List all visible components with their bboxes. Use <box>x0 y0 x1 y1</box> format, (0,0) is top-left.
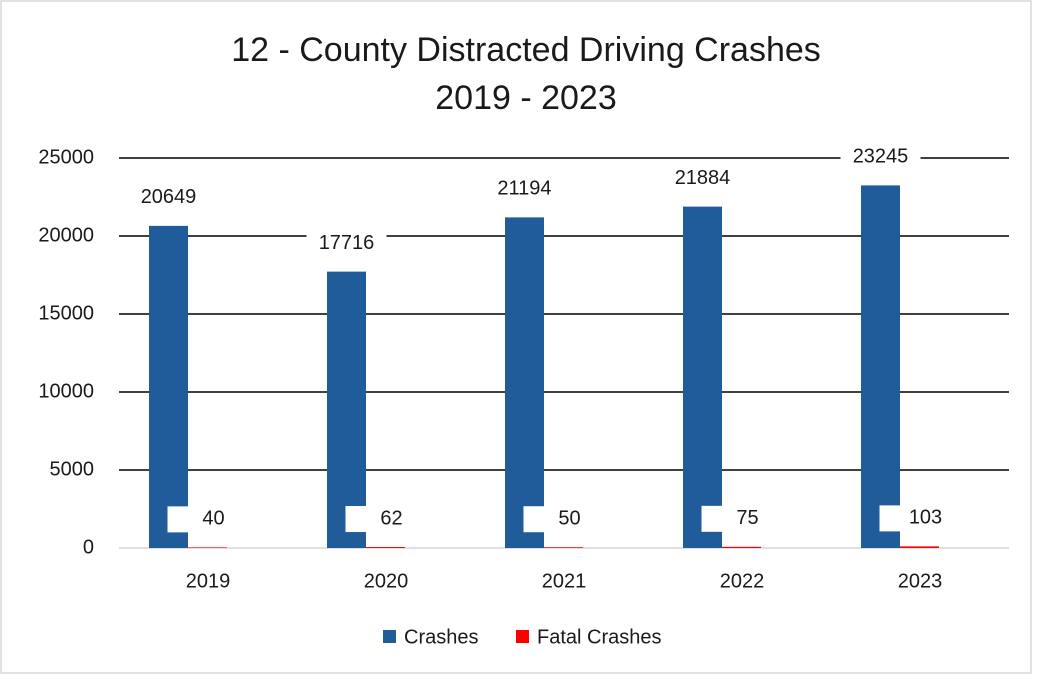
bar <box>366 547 405 548</box>
bar <box>149 225 188 548</box>
bar <box>505 217 544 548</box>
y-tick-label: 25000 <box>38 146 94 168</box>
data-label-bg <box>879 505 960 532</box>
data-label: 23245 <box>853 146 909 168</box>
chart-subtitle: 2019 - 2023 <box>435 79 617 117</box>
data-label: 75 <box>736 507 758 529</box>
legend-label: Crashes <box>404 626 478 648</box>
data-label: 62 <box>380 507 402 529</box>
data-label-bg <box>662 165 743 192</box>
data-label-bg <box>167 506 248 533</box>
bar <box>327 271 366 548</box>
bar <box>683 206 722 548</box>
x-tick-label: 2023 <box>898 570 943 592</box>
data-label-bg <box>306 230 387 257</box>
data-label-bg <box>523 506 604 533</box>
data-label: 40 <box>202 508 224 530</box>
data-label: 21884 <box>675 167 731 189</box>
x-tick-label: 2022 <box>720 570 765 592</box>
bar <box>188 547 227 548</box>
bar <box>544 547 583 548</box>
y-tick-label: 5000 <box>50 458 95 480</box>
data-label: 103 <box>909 507 942 529</box>
x-tick-label: 2019 <box>186 570 231 592</box>
data-label-bg <box>345 506 426 533</box>
legend-label: Fatal Crashes <box>537 626 662 648</box>
data-label-bg <box>128 184 209 211</box>
y-tick-label: 15000 <box>38 302 94 324</box>
data-label-bg <box>701 505 782 532</box>
data-label: 17716 <box>319 232 375 254</box>
data-label: 20649 <box>141 186 197 208</box>
data-label-bg <box>840 144 921 171</box>
data-label: 50 <box>558 508 580 530</box>
y-tick-label: 10000 <box>38 380 94 402</box>
chart-title: 12 - County Distracted Driving Crashes <box>231 31 821 69</box>
y-tick-label: 20000 <box>38 224 94 246</box>
bar <box>722 546 761 548</box>
legend-swatch <box>383 630 396 643</box>
legend-swatch <box>516 630 529 643</box>
bar <box>861 185 900 549</box>
x-tick-label: 2021 <box>542 570 587 592</box>
data-label: 21194 <box>497 178 551 200</box>
y-tick-label: 0 <box>83 536 94 558</box>
bar <box>900 546 939 548</box>
x-tick-label: 2020 <box>364 570 409 592</box>
data-label-bg <box>484 176 565 203</box>
